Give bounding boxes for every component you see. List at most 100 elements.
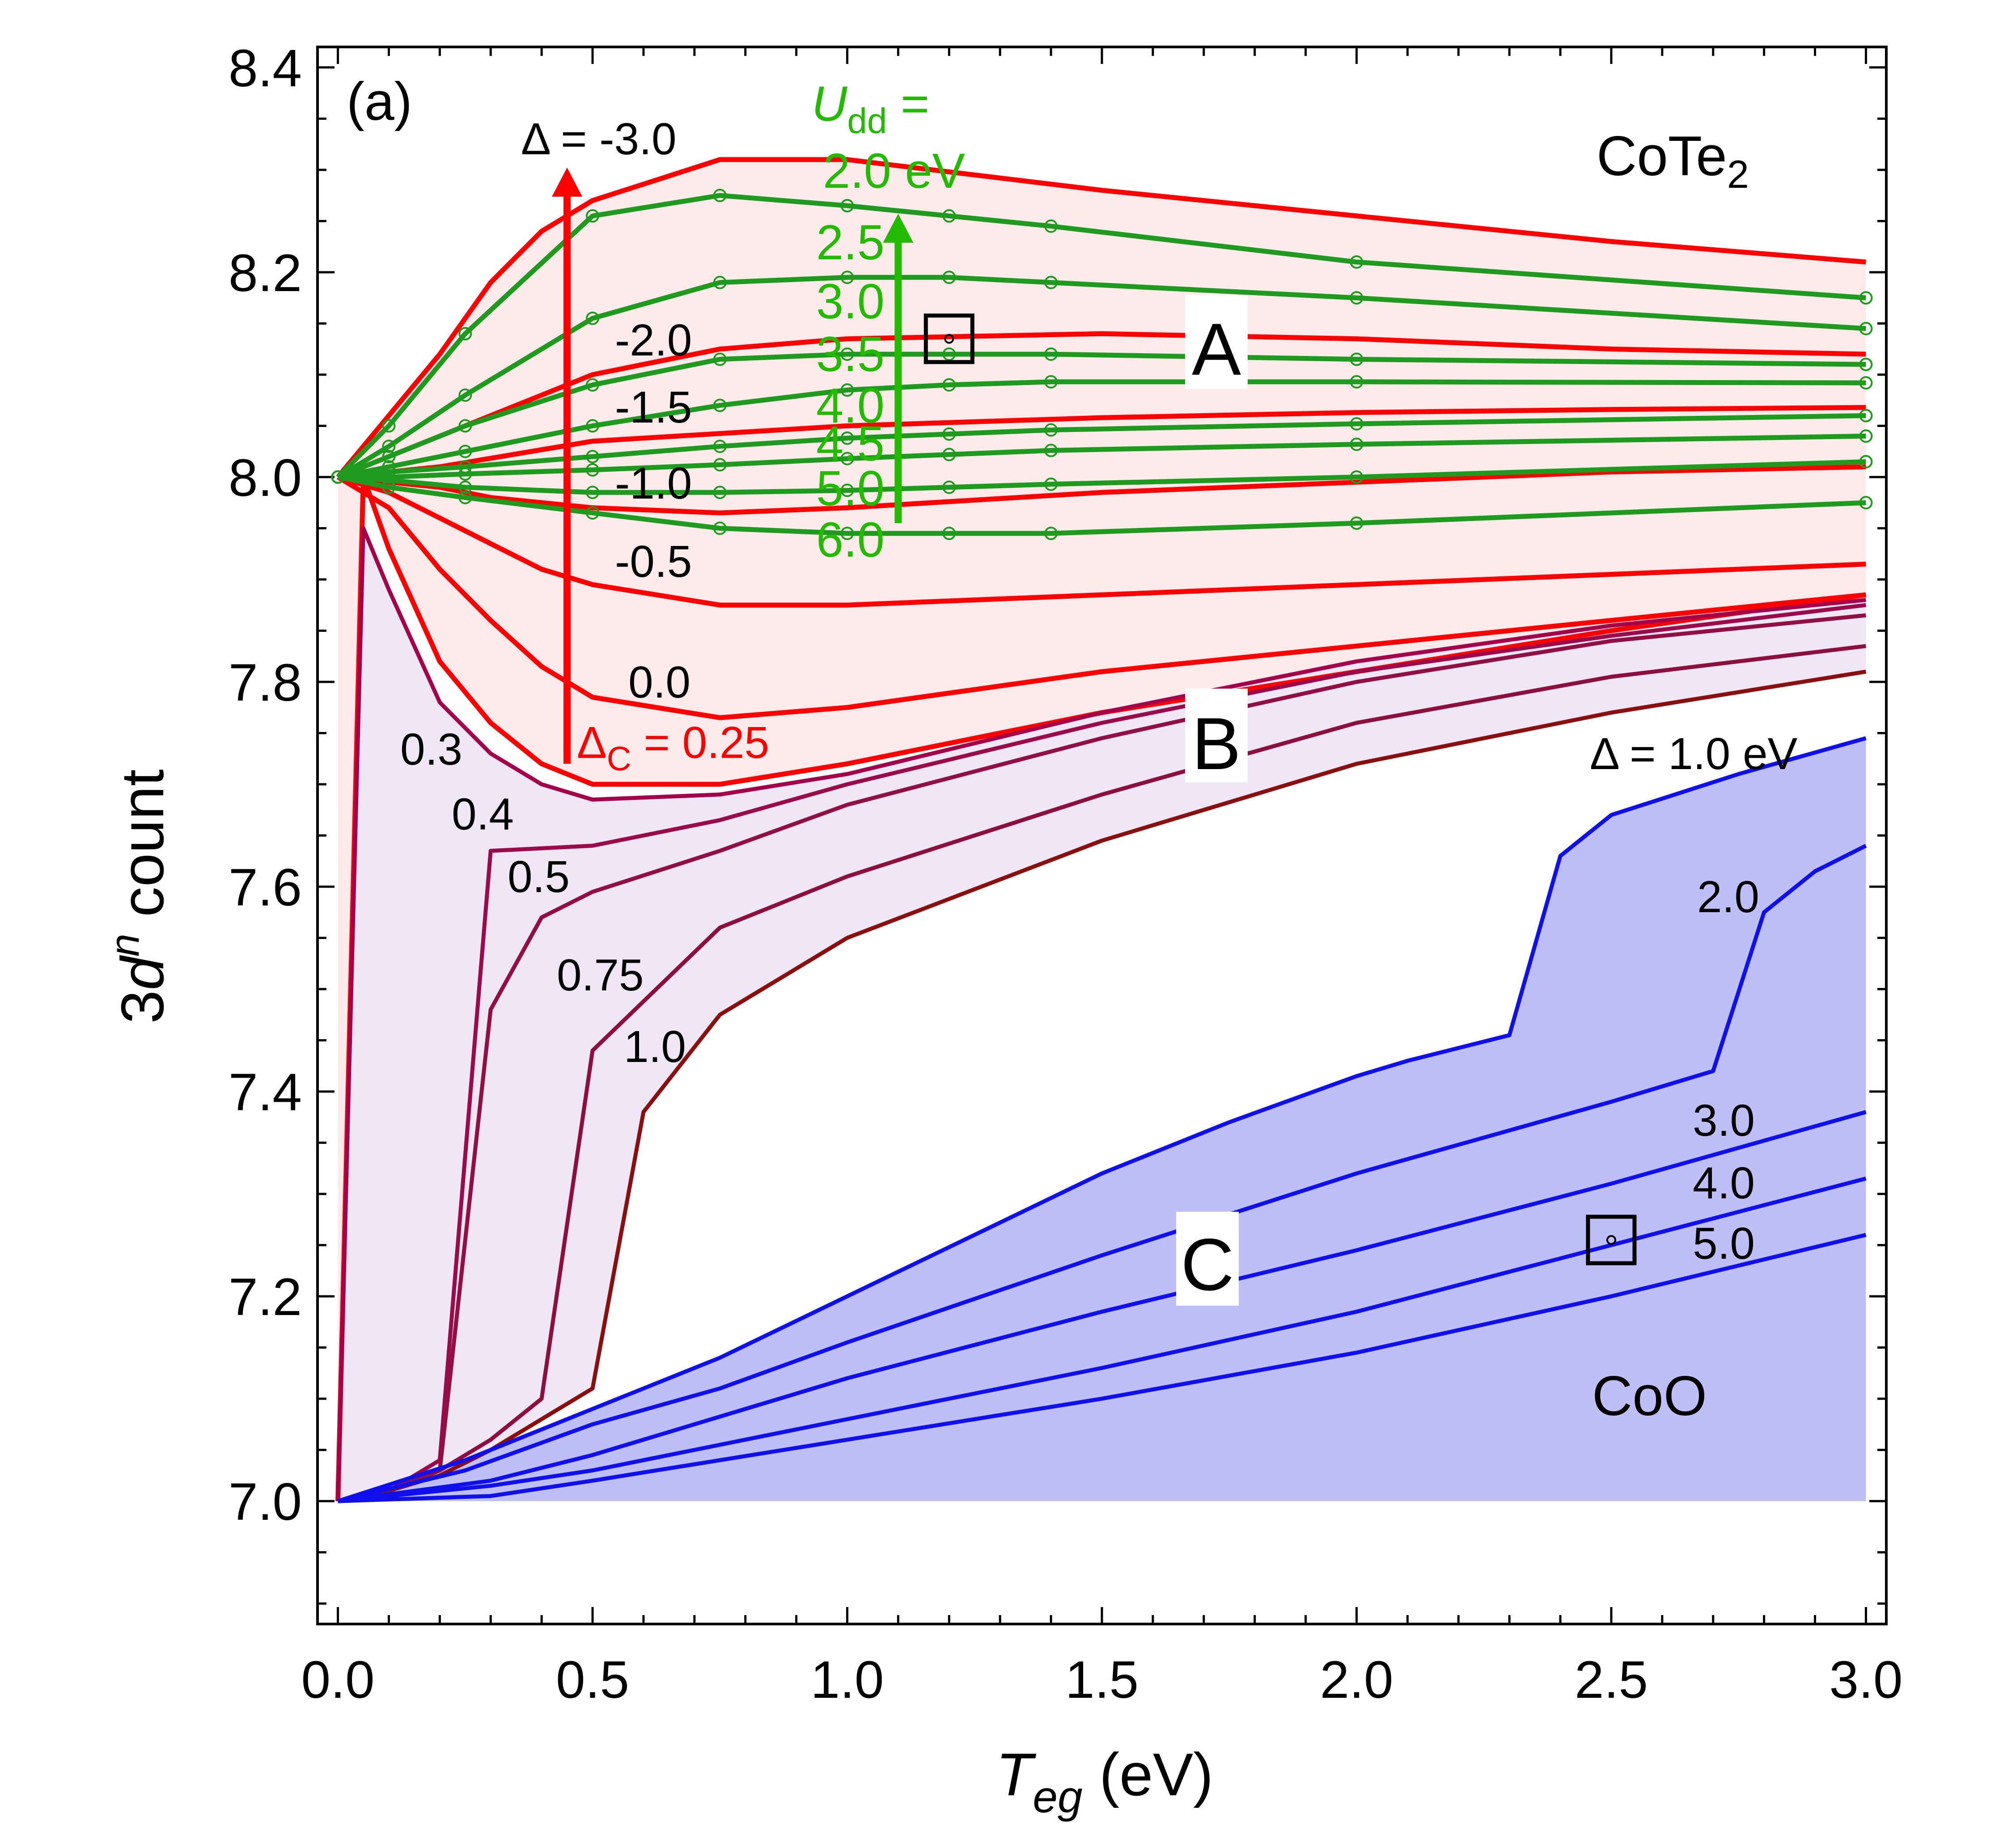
udd-data-point [1044,444,1058,457]
series-line-delta-a [338,405,1866,480]
delta-arrow-head [552,167,583,197]
udd-data-point [1044,423,1058,437]
y-title-d: d [109,955,176,990]
udd-data-point [942,378,956,392]
udd-data-point [382,419,396,433]
udd-data-point [1350,516,1364,530]
series-lines [335,157,1867,1503]
x-tick-label: 1.5 [1065,1650,1139,1709]
x-title-sub: eg [1033,1772,1082,1822]
y-tick-label: 8.4 [229,39,302,98]
x-tick-label: 2.0 [1320,1650,1393,1709]
delta-label-a-1: -2.0 [615,315,692,365]
udd-main: U [812,76,847,131]
udd-data-point [713,398,727,412]
udd-data-point [1350,255,1364,269]
udd-data-point [1350,291,1364,305]
udd-data-point [1859,357,1873,371]
panel-label: (a) [347,72,412,131]
delta-label-c-4: 5.0 [1693,1218,1755,1269]
udd-value-3: 3.5 [816,327,885,382]
udd-value-4: 4.0 [816,378,885,433]
udd-data-point [942,271,956,284]
delta-label-b-1: 0.4 [452,789,514,839]
delta-c-label: ΔC = 0.25 [577,718,769,778]
material-top-sub: 2 [1727,152,1749,196]
udd-data-point [1859,321,1873,335]
series-line-udd [337,474,1866,536]
y-tick-label: 7.6 [229,858,302,917]
udd-value-0: 2.0 eV [823,144,965,199]
region-a-bg [1185,295,1248,389]
udd-value-7: 6.0 [816,512,885,567]
udd-data-point [713,440,727,453]
udd-data-point [1859,291,1873,305]
series-line-udd [336,275,1866,479]
udd-value-1: 2.5 [816,215,885,270]
region-b-bg [1185,689,1248,782]
udd-data-point [1044,275,1058,289]
delta-label-a-2: -1.5 [615,382,692,432]
udd-data-point [1044,477,1058,491]
udd-data-point [1859,376,1873,390]
x-axis-title: Teg (eV) [996,1741,1213,1822]
udd-data-point [840,199,854,212]
series-line-delta-c [338,1233,1867,1503]
udd-data-point [840,526,854,540]
udd-data-point [1044,219,1058,233]
x-tick-label: 1.0 [810,1650,884,1709]
udd-data-point [458,327,472,341]
udd-data-point [840,483,854,497]
udd-data-point [1859,455,1873,469]
y-title-sup: n [102,934,148,956]
series-line-delta-a [336,157,1866,479]
series-line-delta-b [337,644,1866,1503]
series-line-delta-b [337,603,1866,1503]
series-line-udd [336,193,1866,479]
y-title-pre: 3 [109,990,176,1024]
udd-data-point [586,419,600,433]
region-c-fill [338,738,1866,1502]
region-label-b: B [1192,702,1241,785]
udd-data-point [458,491,472,504]
axis-ticks: 0.0 0.5 1.0 1.5 2.0 2.5 3.07.07.27.47.67.88.08… [229,39,1903,1709]
udd-value-2: 3.0 [816,274,885,329]
udd-data-point [382,460,396,474]
udd-data-point [586,209,600,223]
series-line-udd [338,433,1866,480]
udd-data-point [331,470,345,484]
series-line-delta-a [337,474,1866,608]
x-tick-label: 3.0 [1829,1650,1902,1709]
y-tick-label: 8.2 [229,244,302,303]
udd-data-point [458,388,472,402]
udd-data-point [942,448,956,461]
udd-data-point [1350,437,1364,451]
marker-dot [944,334,954,344]
region-c-bg [1176,1212,1239,1306]
udd-data-point [1350,375,1364,389]
udd-value-6: 5.0 [816,461,885,516]
material-label-cote2: CoTe2 [1597,125,1749,196]
udd-data-point [942,526,956,540]
udd-data-point [1044,375,1058,389]
series-line-delta-c [338,1176,1867,1503]
udd-data-point [382,440,396,453]
udd-suffix: = [887,76,929,131]
delta-label-a-3: -1.0 [615,458,692,508]
udd-data-point [1350,417,1364,431]
delta-label-b-2: 0.5 [508,852,570,902]
delta-label-a-4: -0.5 [615,537,692,587]
delta-label-a-5: 0.0 [628,657,690,707]
udd-data-point [713,275,727,289]
delta-label-c-2: 3.0 [1693,1095,1755,1146]
udd-data-point [382,473,396,487]
x-tick-label: 0.5 [556,1650,629,1709]
udd-data-point [942,347,956,361]
delta-label-c-1: 2.0 [1697,872,1759,922]
material-top: CoTe [1597,125,1727,187]
y-tick-label: 7.8 [229,653,302,712]
udd-data-point [586,311,600,325]
udd-data-point [586,378,600,392]
udd-label: Udd = [812,76,929,141]
